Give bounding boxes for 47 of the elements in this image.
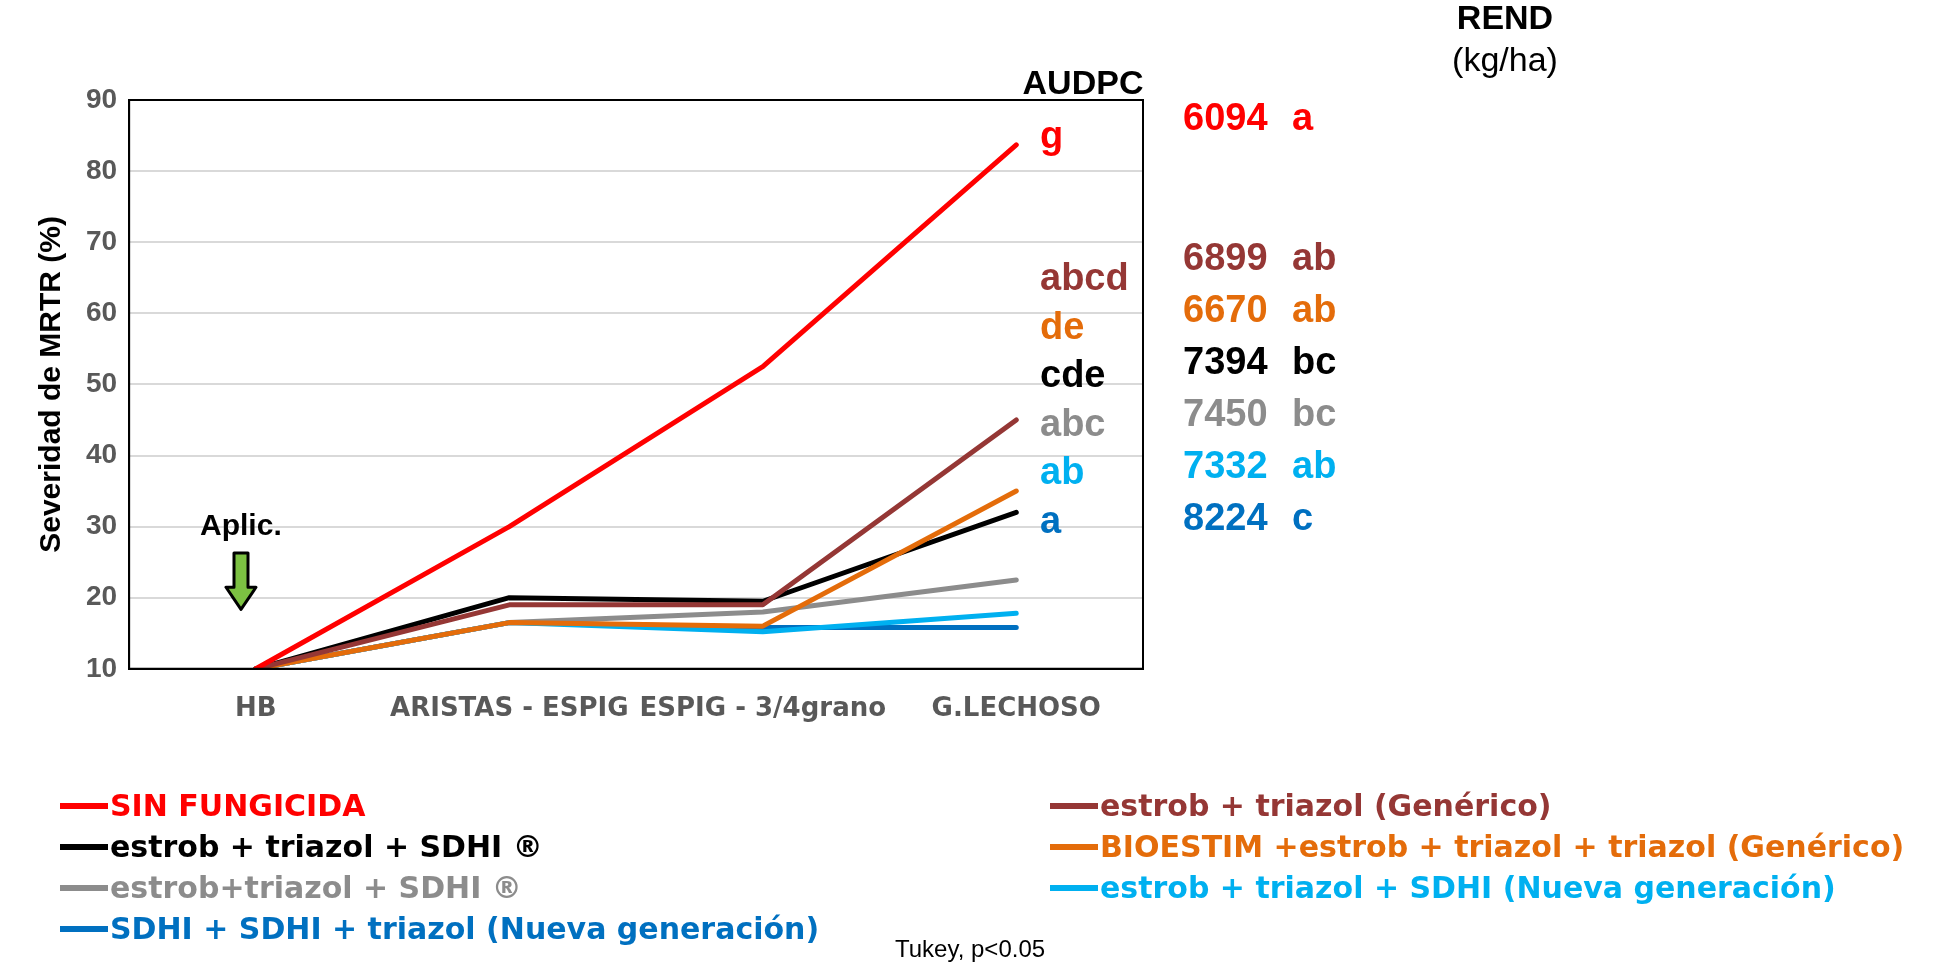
legend-label: estrob+triazol + SDHI ® xyxy=(110,870,522,905)
legend-label: estrob + triazol + SDHI (Nueva generación) xyxy=(1100,870,1836,905)
y-axis-title: Severidad de MRTR (%) xyxy=(33,216,67,553)
text: ab xyxy=(1292,236,1337,279)
text: REND xyxy=(1456,0,1554,37)
text: 8224 xyxy=(1183,496,1268,539)
text: 6670 xyxy=(1183,288,1268,331)
legend-label: BIOESTIM +estrob + triazol + triazol (Genérico) xyxy=(1100,829,1905,864)
y-tick-label: 50 xyxy=(85,367,118,399)
x-tick-label: HB xyxy=(235,692,277,723)
annotation: a xyxy=(1040,498,1062,541)
text: 6899 xyxy=(1183,236,1268,279)
text: 6094 xyxy=(1183,96,1268,139)
text: a xyxy=(1292,96,1314,139)
y-tick-label: 80 xyxy=(85,153,118,185)
text: bc xyxy=(1292,340,1337,383)
annotation: ab xyxy=(1040,450,1085,493)
x-tick-label: ESPIG - 3/4grano xyxy=(639,692,887,723)
y-tick-label: 90 xyxy=(85,82,118,114)
y-tick-label: 20 xyxy=(85,580,118,612)
annotation: g xyxy=(1040,114,1064,157)
x-tick-label: G.LECHOSO xyxy=(931,692,1101,723)
text: 7450 xyxy=(1183,392,1268,435)
y-tick-label: 40 xyxy=(85,438,118,470)
text: (kg/ha) xyxy=(1452,40,1558,79)
legend-label: estrob + triazol + SDHI ® xyxy=(110,829,543,864)
text: ab xyxy=(1292,444,1337,487)
legend-label: SIN FUNGICIDA xyxy=(110,788,366,823)
annotation: AUDPC xyxy=(1022,63,1144,102)
legend-label: estrob + triazol (Genérico) xyxy=(1100,788,1552,823)
annotation: abc xyxy=(1040,401,1106,444)
y-tick-label: 70 xyxy=(85,224,118,256)
x-tick-label: ARISTAS - ESPIG xyxy=(390,692,629,723)
y-tick-label: 30 xyxy=(85,509,118,541)
text: 7332 xyxy=(1183,444,1268,487)
annotation: de xyxy=(1040,304,1085,347)
text: 7394 xyxy=(1183,340,1268,383)
annotation: abcd xyxy=(1040,256,1129,299)
y-tick-label: 10 xyxy=(85,651,118,683)
annotation: cde xyxy=(1040,353,1106,396)
annotation: Aplic. xyxy=(200,507,282,541)
legend-label: SDHI + SDHI + triazol (Nueva generación) xyxy=(110,911,820,946)
text: bc xyxy=(1292,392,1337,435)
text: c xyxy=(1292,496,1314,539)
text: ab xyxy=(1292,288,1337,331)
text: Tukey, p<0.05 xyxy=(895,935,1046,963)
y-tick-label: 60 xyxy=(85,296,118,328)
